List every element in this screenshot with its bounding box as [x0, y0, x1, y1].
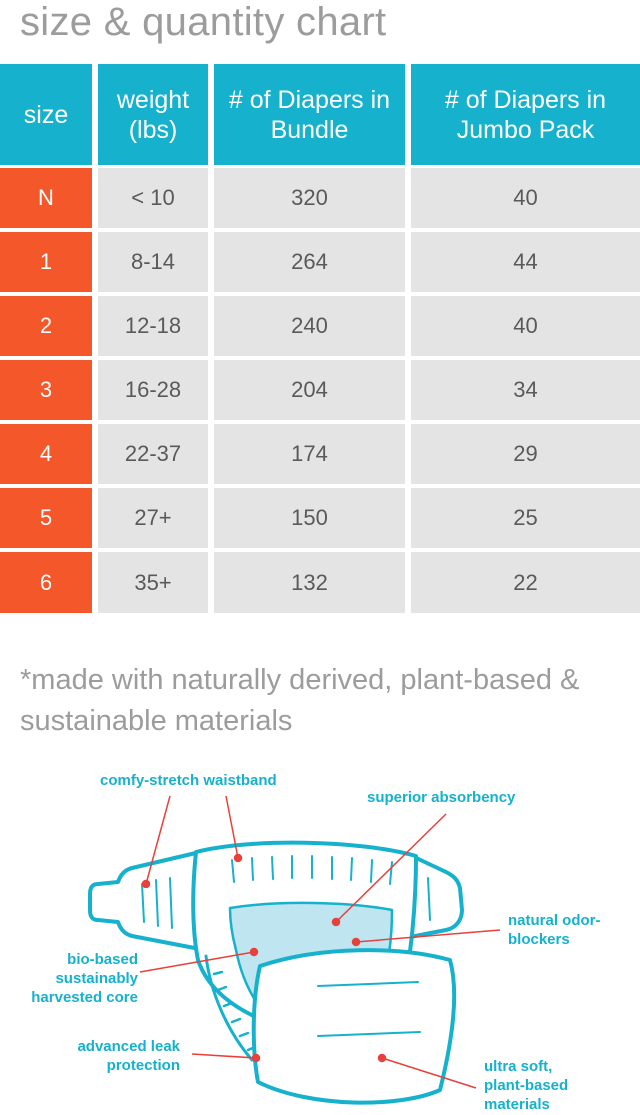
cell-size: N: [0, 168, 92, 228]
cell-jumbo: 34: [411, 360, 640, 420]
page-title: size & quantity chart: [20, 0, 387, 44]
cell-jumbo: 40: [411, 296, 640, 356]
callout-core: bio-based sustainably harvested core: [31, 951, 138, 1006]
header-jumbo: # of Diapers in Jumbo Pack: [411, 64, 640, 165]
diaper-feature-diagram: comfy-stretch waistband superior absorbe…: [0, 760, 640, 1115]
cell-jumbo: 40: [411, 168, 640, 228]
cell-weight: 8-14: [98, 232, 208, 292]
header-weight: weight (lbs): [98, 64, 208, 165]
materials-note: *made with naturally derived, plant-base…: [20, 664, 580, 737]
callout-odor-blockers: natural odor-blockers: [508, 912, 601, 948]
cell-size: 3: [0, 360, 92, 420]
cell-size: 4: [0, 424, 92, 484]
cell-size: 6: [0, 552, 92, 613]
cell-weight: 12-18: [98, 296, 208, 356]
cell-bundle: 240: [214, 296, 405, 356]
cell-bundle: 204: [214, 360, 405, 420]
cell-weight: 27+: [98, 488, 208, 548]
cell-bundle: 320: [214, 168, 405, 228]
diaper-illustration: [88, 795, 501, 1105]
size-quantity-table: size weight (lbs) # of Diapers in Bundle…: [0, 64, 640, 614]
cell-jumbo: 44: [411, 232, 640, 292]
callout-absorbency: superior absorbency: [367, 789, 516, 806]
callout-ultra-soft: ultra soft, plant-based materials: [484, 1058, 569, 1113]
cell-bundle: 132: [214, 552, 405, 613]
cell-jumbo: 29: [411, 424, 640, 484]
cell-bundle: 174: [214, 424, 405, 484]
cell-weight: 35+: [98, 552, 208, 613]
cell-weight: < 10: [98, 168, 208, 228]
cell-jumbo: 25: [411, 488, 640, 548]
cell-size: 5: [0, 488, 92, 548]
callout-leak-protection: advanced leak protection: [77, 1038, 180, 1074]
header-size: size: [0, 64, 92, 165]
cell-weight: 16-28: [98, 360, 208, 420]
callout-waistband: comfy-stretch waistband: [100, 772, 277, 789]
cell-bundle: 150: [214, 488, 405, 548]
cell-size: 1: [0, 232, 92, 292]
header-bundle: # of Diapers in Bundle: [214, 64, 405, 165]
cell-bundle: 264: [214, 232, 405, 292]
cell-weight: 22-37: [98, 424, 208, 484]
cell-size: 2: [0, 296, 92, 356]
cell-jumbo: 22: [411, 552, 640, 613]
